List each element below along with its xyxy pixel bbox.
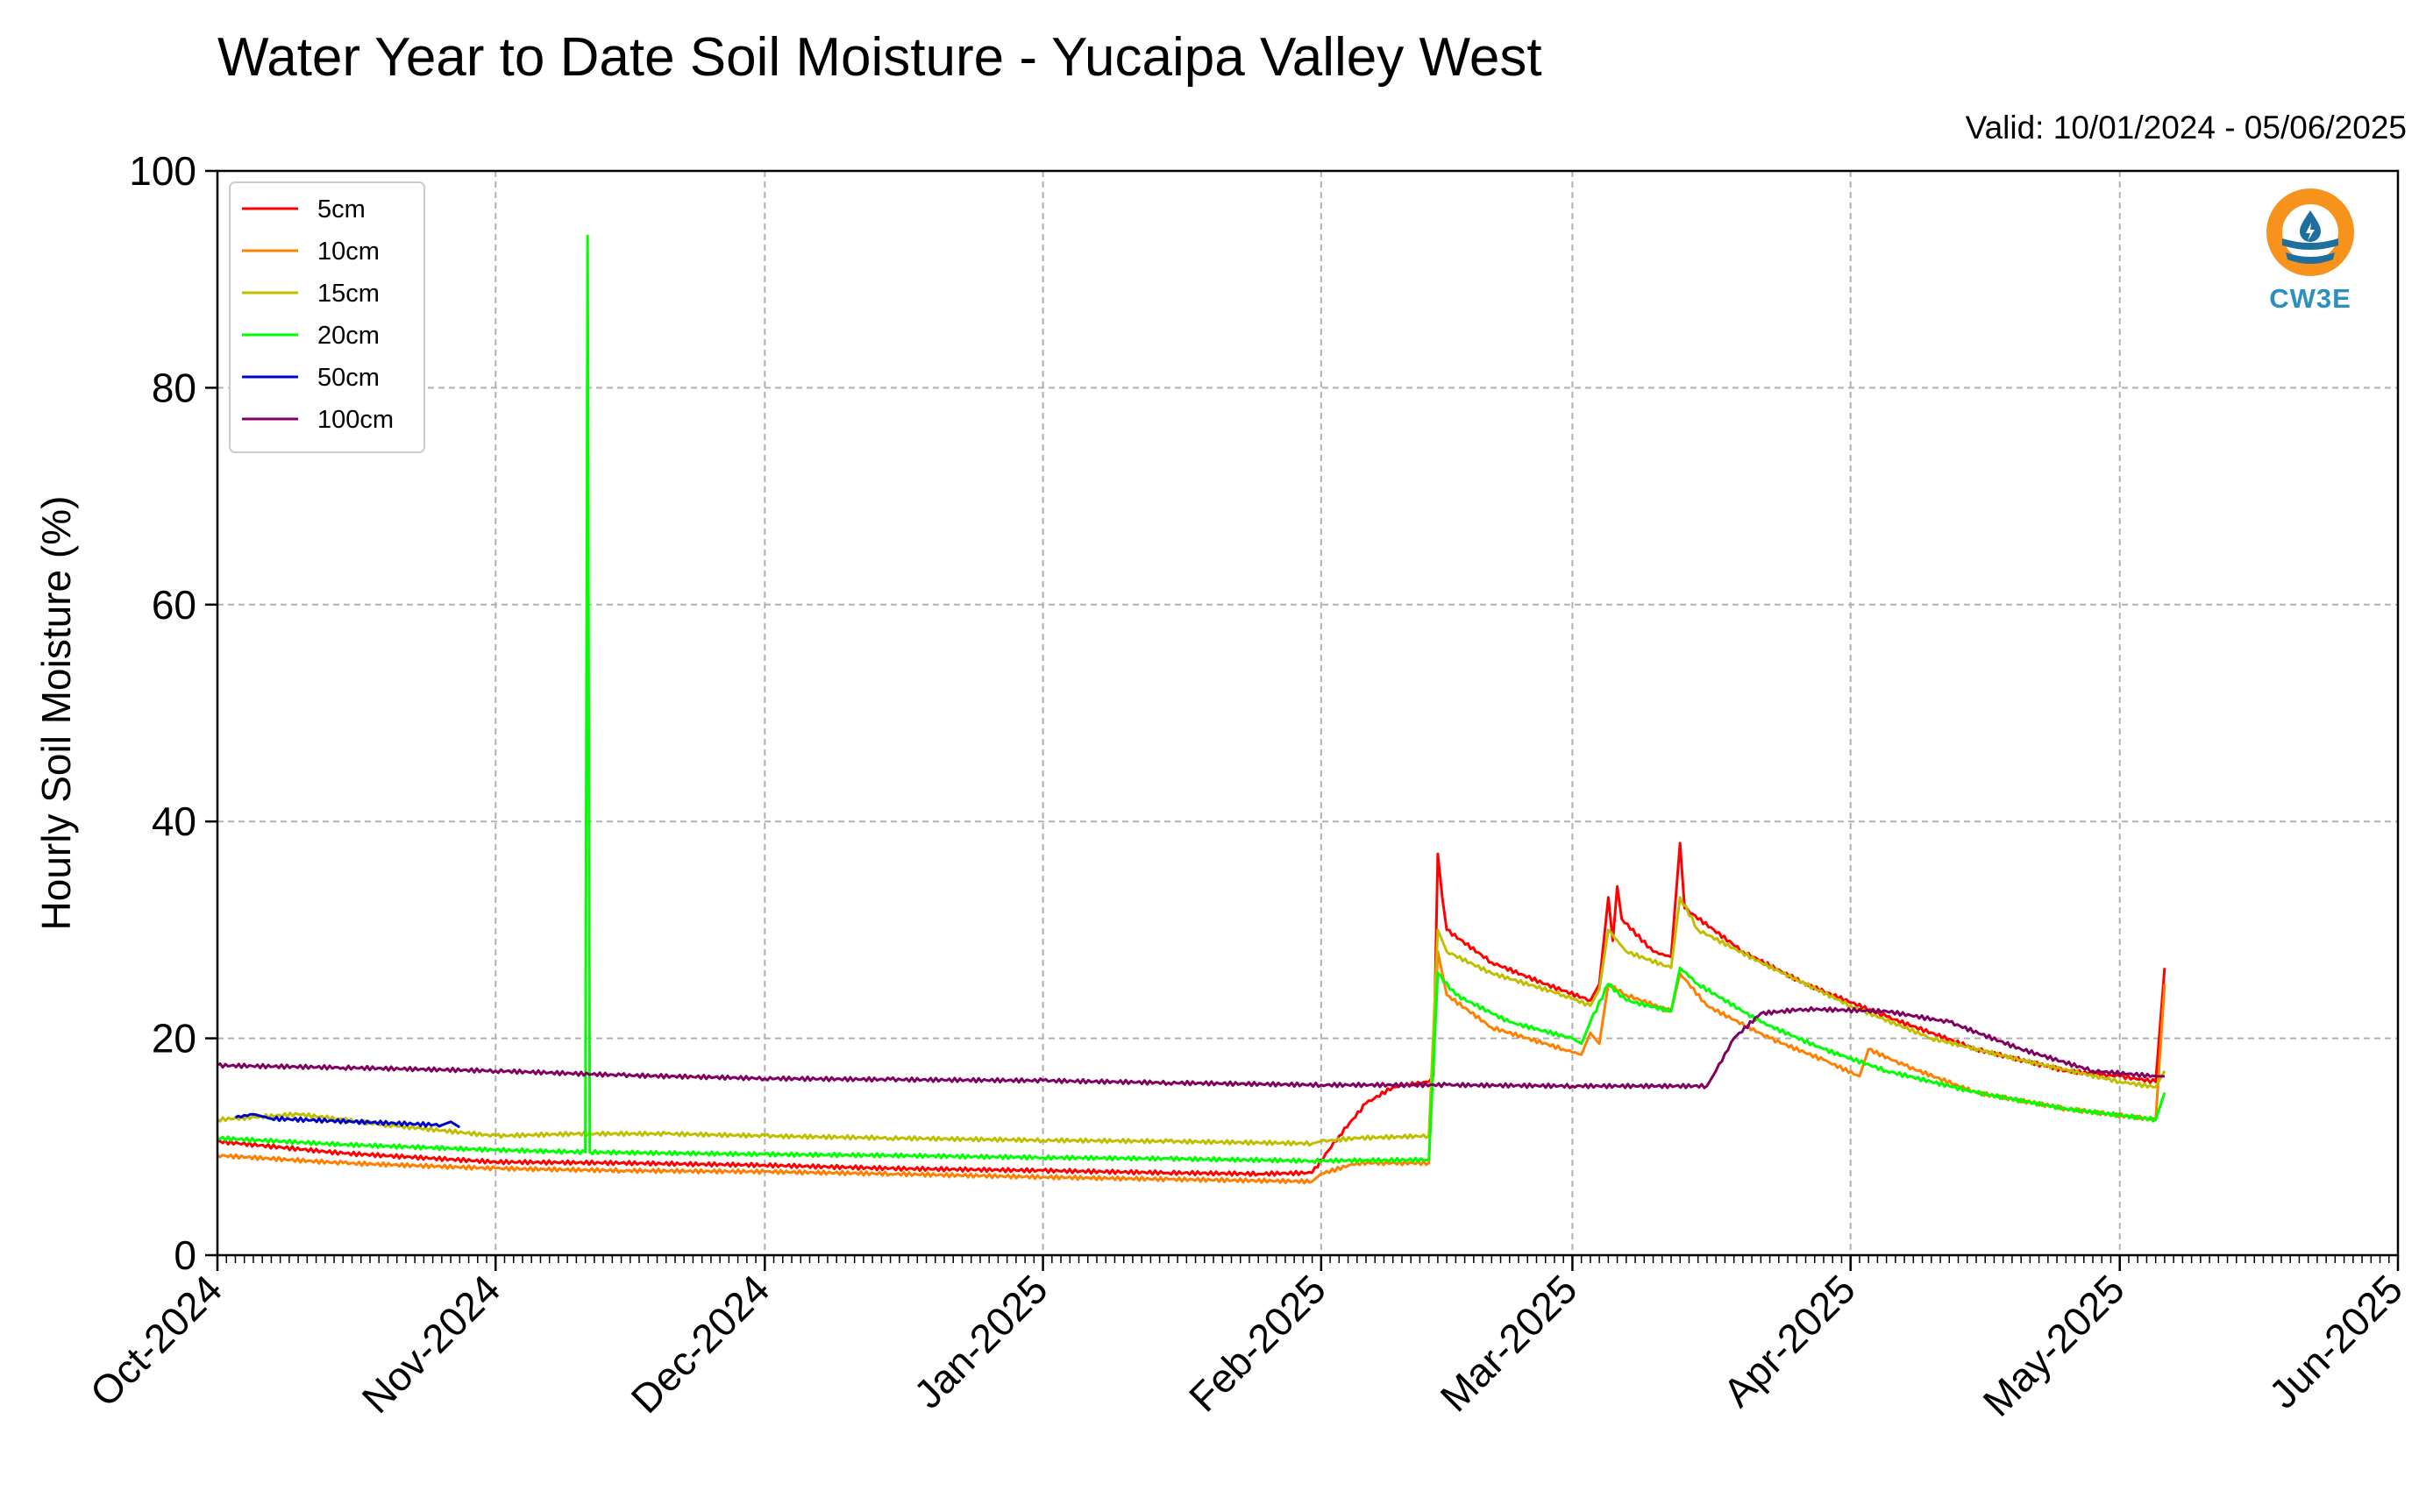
x-tick-label: Oct-2024 [82, 1266, 231, 1416]
legend: 5cm 10cm 15cm 20cm 50cm 100cm [229, 181, 425, 453]
x-tick-label: Feb-2025 [1180, 1266, 1334, 1420]
series-line-20cm [217, 234, 2166, 1164]
series-line-15cm [217, 896, 2166, 1147]
x-tick-label: Dec-2024 [623, 1266, 779, 1422]
chart-title: Water Year to Date Soil Moisture - Yucai… [217, 27, 1542, 88]
x-tick-label: Jun-2025 [2260, 1266, 2411, 1416]
legend-label: 100cm [317, 406, 394, 434]
y-axis-title-holder: Hourly Soil Moisture (%) [33, 496, 79, 931]
legend-label: 5cm [317, 195, 366, 224]
grid-lines [217, 171, 2398, 1255]
x-tick-label: Apr-2025 [1714, 1266, 1864, 1416]
series-line-50cm [234, 1112, 461, 1129]
y-tick-label: 0 [174, 1232, 196, 1278]
x-tick-label: Mar-2025 [1432, 1266, 1586, 1420]
x-tick-label: Nov-2024 [353, 1266, 509, 1422]
y-axis-title: Hourly Soil Moisture (%) [33, 496, 79, 931]
plot-frame [216, 169, 2400, 1257]
y-tick-label: 20 [152, 1016, 196, 1061]
y-tick-label: 40 [152, 799, 196, 844]
legend-label: 20cm [317, 322, 380, 350]
y-tick-label: 60 [152, 582, 196, 628]
series-line-10cm [217, 950, 2166, 1185]
y-tick-label: 100 [129, 148, 196, 194]
cw3e-logo-icon [2266, 188, 2354, 276]
series-line-5cm [217, 841, 2166, 1177]
y-tick-label: 80 [152, 365, 196, 410]
series-line-100cm [217, 1005, 2165, 1090]
x-tick-label: May-2025 [1974, 1266, 2132, 1424]
cw3e-logo-text: CW3E [2269, 283, 2351, 314]
legend-label: 10cm [317, 238, 380, 266]
axis-ticks: 0 20 40 60 80 100 Oct-2024 Nov-2024 Dec-2024 Jan-… [82, 148, 2412, 1425]
x-tick-label: Jan-2025 [905, 1266, 1056, 1416]
legend-label: 50cm [317, 364, 380, 392]
series-lines [217, 234, 2166, 1185]
cw3e-logo: CW3E [2258, 184, 2363, 324]
valid-date-range: Valid: 10/01/2024 - 05/06/2025 [1965, 110, 2407, 146]
legend-label: 15cm [317, 280, 380, 308]
